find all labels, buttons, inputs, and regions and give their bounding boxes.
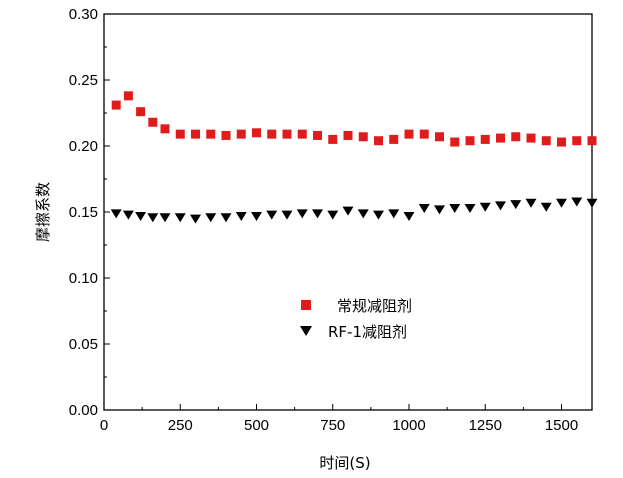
legend-label-series-1: 常规减阻剂 [337,297,412,315]
data-point-series-1 [136,107,146,117]
data-point-series-1 [419,129,429,139]
data-point-series-1 [358,132,368,142]
data-point-series-1 [480,134,490,144]
y-tick-label: 0.10 [69,270,98,287]
data-point-series-2 [418,204,430,214]
data-point-series-1 [191,129,200,139]
data-point-series-1 [511,132,521,142]
x-tick-label: 250 [168,417,193,434]
data-point-series-1 [328,134,338,144]
y-tick-label: 0.30 [69,6,98,23]
data-point-series-2 [110,209,122,219]
data-point-series-2 [135,211,147,221]
data-point-series-2 [147,213,159,223]
data-point-series-2 [159,213,171,223]
data-point-series-2 [403,211,415,221]
data-point-series-2 [174,213,186,223]
data-point-series-1 [404,129,414,139]
axis-tick-labels: 0 250 500 750 1000 1250 1500 0.00 0.05 0.10 0.15 0.… [69,6,578,434]
data-point-series-2 [464,204,476,214]
y-tick-label: 0.15 [69,204,98,221]
data-point-series-1 [221,130,231,140]
data-point-series-2 [388,209,400,219]
data-point-series-1 [148,117,158,127]
data-point-series-1 [572,136,582,146]
axis-ticks [103,13,562,411]
data-point-series-2 [312,209,323,219]
x-tick-label: 1000 [392,417,425,434]
data-point-series-1 [313,130,322,140]
data-point-series-1 [465,136,475,146]
data-point-series-1 [541,136,551,146]
data-point-series-2 [220,213,232,223]
data-point-series-2 [235,211,247,221]
data-point-series-2 [281,210,293,220]
data-point-series-2 [571,197,583,207]
y-tick-label: 0.05 [69,336,98,353]
x-tick-label: 750 [320,417,345,434]
data-point-series-1 [123,91,133,101]
data-point-series-2 [122,210,134,220]
data-point-series-2 [479,202,491,212]
legend-marker-square [301,300,311,310]
data-point-series-2 [525,198,537,208]
y-tick-label: 0.20 [69,138,98,155]
data-point-series-1 [267,129,277,139]
data-point-series-2 [190,214,201,224]
legend-label-series-2: RF-1减阻剂 [328,323,407,341]
data-point-series-2 [357,209,369,219]
data-point-series-2 [540,202,552,212]
data-point-series-1 [111,100,121,110]
data-point-series-1 [557,137,566,147]
data-point-series-2 [510,200,522,210]
data-point-series-1 [374,136,383,146]
data-point-series-1 [160,124,170,134]
data-point-series-2 [556,198,567,208]
legend: 常规减阻剂 RF-1减阻剂 [300,297,412,341]
data-point-series-2 [205,213,217,223]
data-point-series-2 [495,201,506,211]
data-point-series-1 [587,136,597,146]
data-point-series-2 [434,205,445,215]
x-tick-label: 1250 [469,417,502,434]
data-point-series-1 [297,129,307,139]
data-point-series-1 [496,133,505,143]
data-point-series-1 [450,137,460,147]
data-point-series-2 [266,210,278,220]
x-tick-label: 500 [244,417,269,434]
data-marks [110,91,598,224]
data-point-series-2 [327,210,339,220]
x-tick-label: 1500 [545,417,578,434]
data-point-series-2 [296,209,308,219]
y-axis-title: 摩擦系数 [34,182,52,242]
data-point-series-2 [586,198,598,208]
data-point-series-2 [449,204,461,214]
data-point-series-1 [282,129,292,139]
x-axis-title: 时间(S) [319,454,370,472]
data-point-series-1 [526,133,536,143]
data-point-series-1 [389,134,399,144]
data-point-series-2 [342,206,354,216]
data-point-series-1 [252,128,261,138]
data-point-series-1 [206,129,216,139]
data-point-series-2 [373,210,384,220]
y-tick-label: 0.00 [69,402,98,419]
y-tick-label: 0.25 [69,72,98,89]
x-tick-label: 0 [100,417,108,434]
legend-marker-triangle [300,326,312,336]
data-point-series-1 [435,132,444,142]
data-point-series-1 [343,130,353,140]
data-point-series-1 [236,129,246,139]
data-point-series-1 [175,129,185,139]
data-point-series-2 [251,211,262,221]
